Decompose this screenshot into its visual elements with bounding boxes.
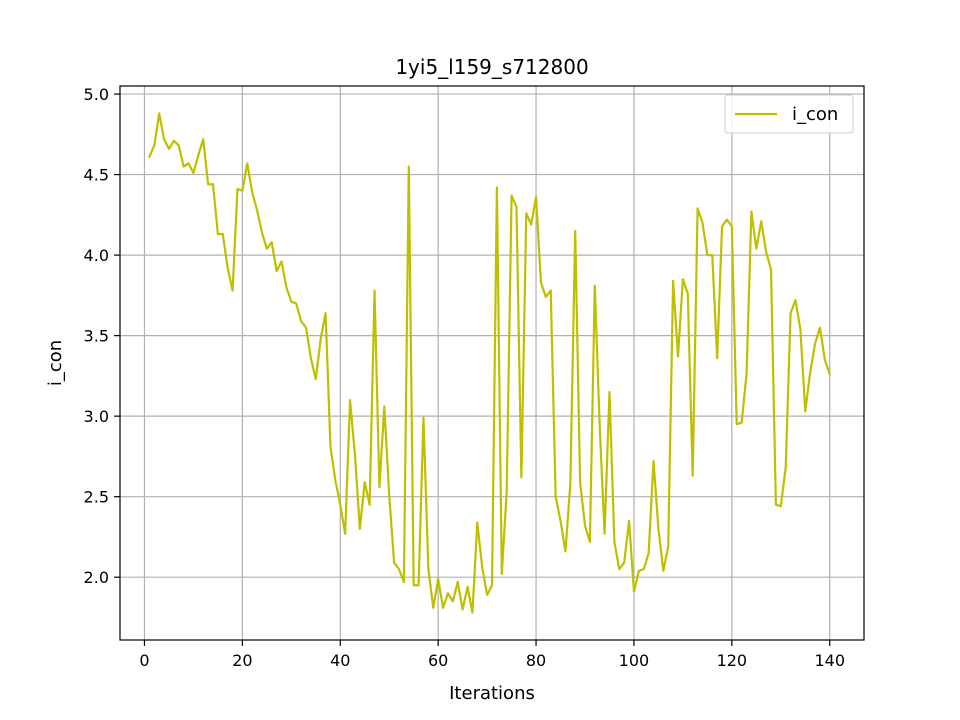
x-axis-label: Iterations <box>449 683 535 704</box>
x-tick-label: 80 <box>526 651 546 670</box>
y-axis-ticks: 2.0 2.5 3.0 3.5 4.0 4.5 5.0 <box>84 85 120 587</box>
y-tick-label: 2.0 <box>84 568 109 587</box>
y-tick-label: 4.0 <box>84 246 109 265</box>
series-layer <box>148 112 831 614</box>
x-tick-label: 120 <box>717 651 748 670</box>
legend-label-i-con: i_con <box>792 104 838 125</box>
y-tick-label: 4.5 <box>84 166 109 185</box>
y-axis-label: i_con <box>45 340 66 386</box>
chart-title: 1yi5_l159_s712800 <box>395 55 588 79</box>
x-tick-label: 60 <box>428 651 448 670</box>
x-tick-label: 100 <box>619 651 650 670</box>
y-tick-label: 2.5 <box>84 488 109 507</box>
y-tick-label: 5.0 <box>84 85 109 104</box>
y-tick-label: 3.0 <box>84 407 109 426</box>
legend-box <box>724 94 854 134</box>
x-tick-label: 20 <box>232 651 252 670</box>
plot-frame <box>119 85 865 641</box>
legend: i_con <box>724 94 854 134</box>
x-axis-ticks: 0 20 40 60 80 100 120 140 <box>139 640 845 670</box>
x-tick-label: 40 <box>330 651 350 670</box>
y-tick-label: 3.5 <box>84 327 109 346</box>
series-line-i-con <box>148 112 831 614</box>
x-tick-label: 0 <box>139 651 149 670</box>
x-tick-label: 140 <box>814 651 845 670</box>
